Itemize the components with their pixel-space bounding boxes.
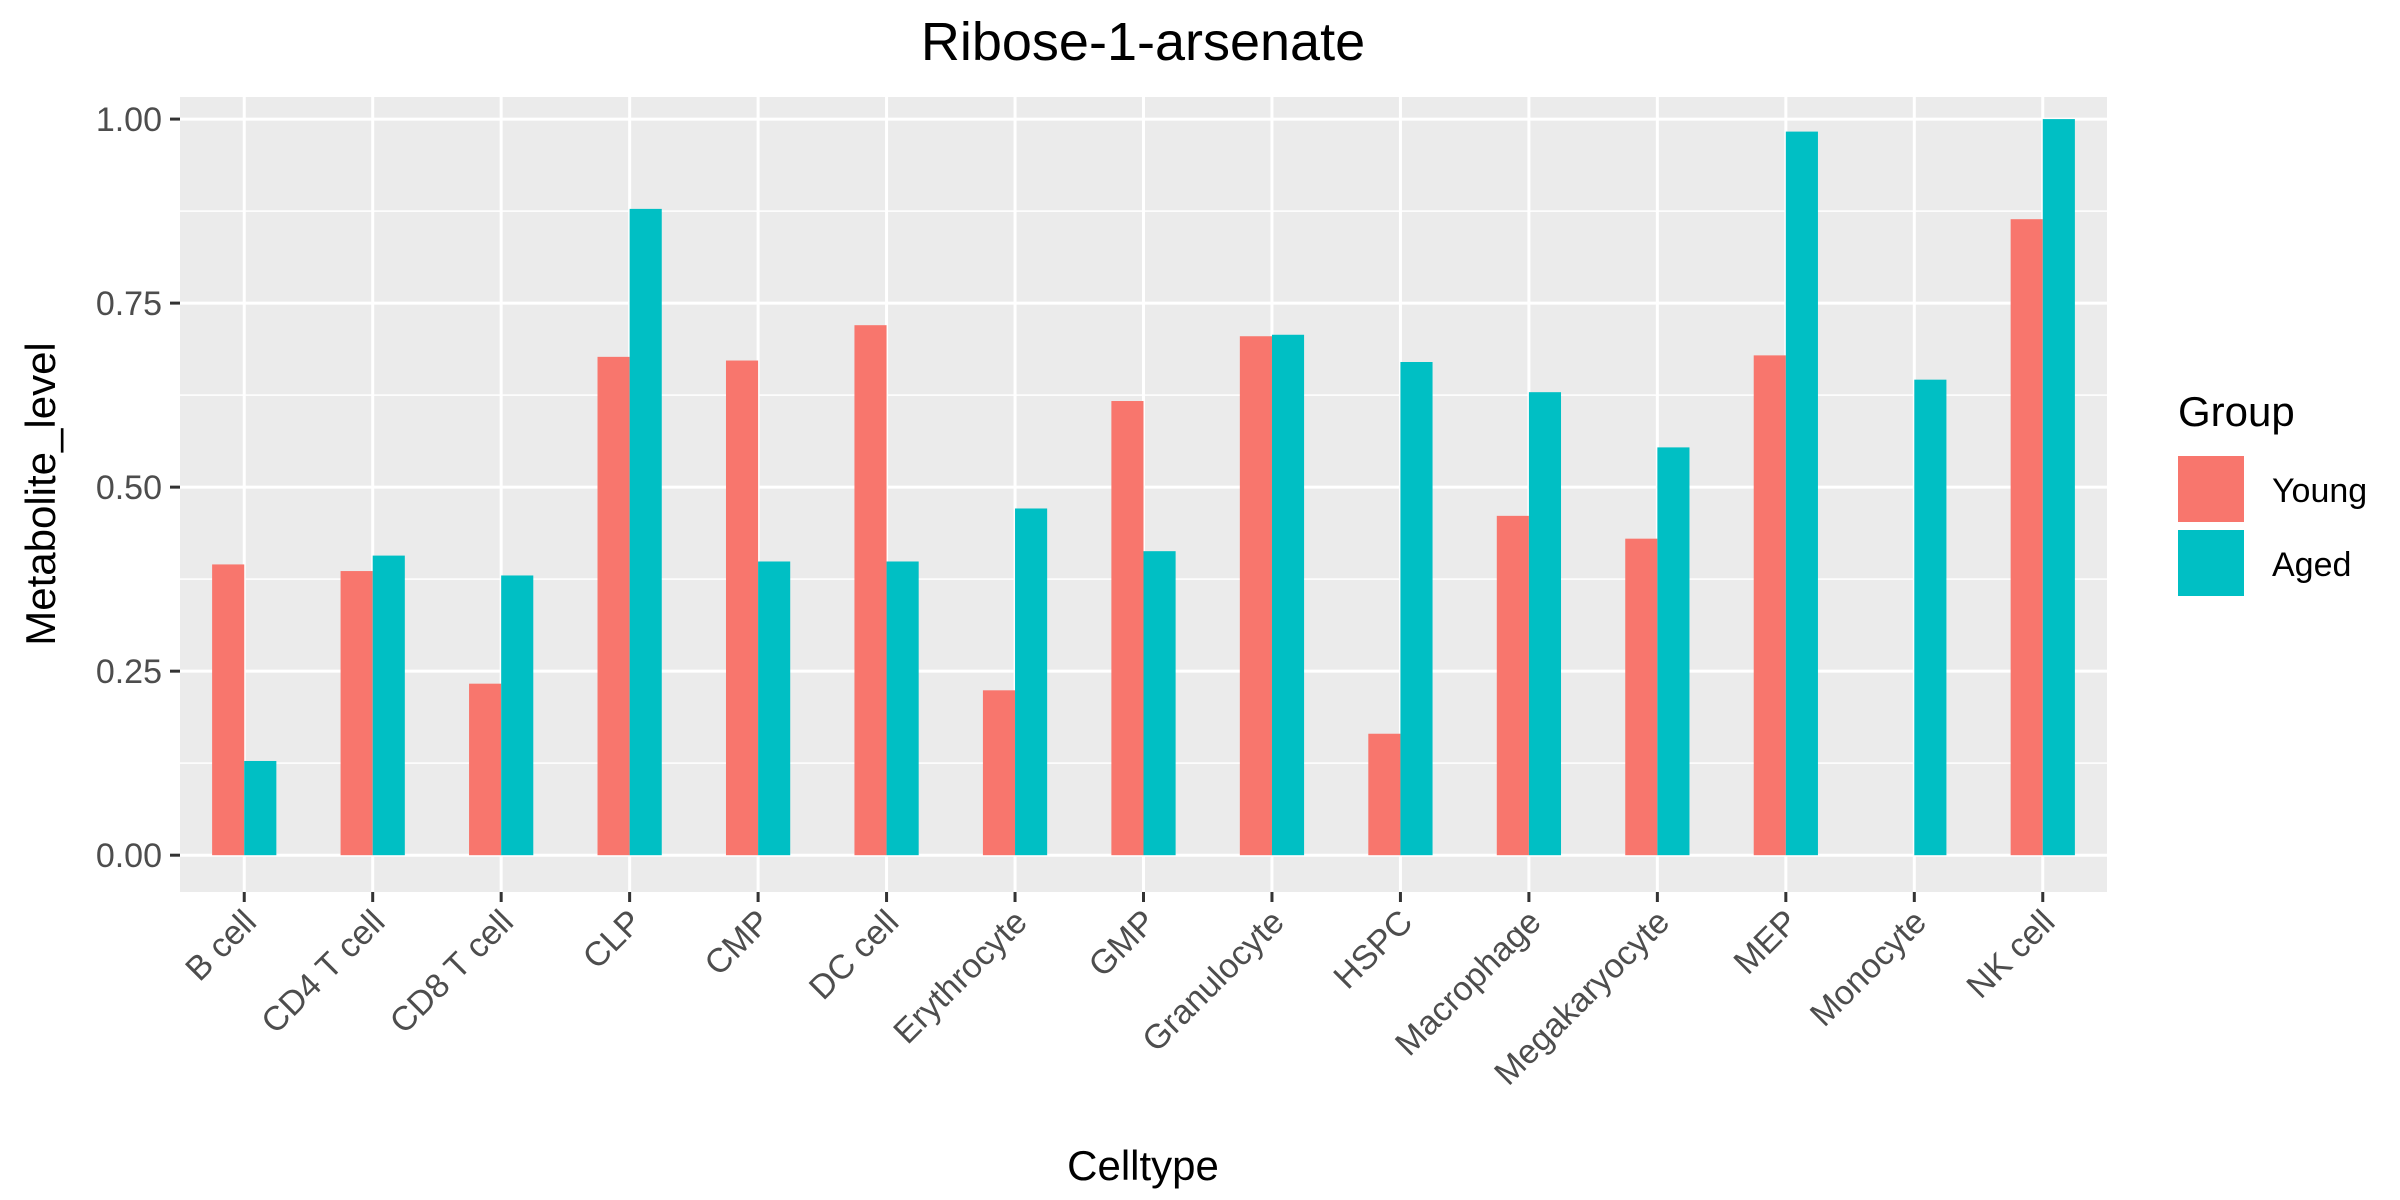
bar-young-cd4-t-cell <box>340 571 373 856</box>
bar-young-gmp <box>1111 401 1144 856</box>
bar-aged-cd8-t-cell <box>501 575 534 856</box>
x-tick-label: MEP <box>1727 903 1806 982</box>
y-axis-title: Metabolite_level <box>17 342 64 646</box>
y-tick-label: 0.25 <box>96 653 162 691</box>
bar-aged-hspc <box>1400 362 1433 856</box>
bar-aged-erythrocyte <box>1015 508 1048 856</box>
bar-aged-macrophage <box>1528 392 1562 856</box>
legend-label-young: Young <box>2272 472 2367 510</box>
bar-young-cd8-t-cell <box>469 683 502 856</box>
x-tick-label: Monocyte <box>1803 903 1934 1034</box>
bar-young-b-cell <box>212 564 245 856</box>
x-tick-label: CD8 T cell <box>383 903 521 1041</box>
bar-aged-nk-cell <box>2042 119 2075 856</box>
legend-title: Group <box>2178 388 2295 435</box>
bar-young-clp <box>597 356 630 856</box>
x-axis-title: Celltype <box>1067 1142 1219 1189</box>
bar-young-megakaryocyte <box>1625 538 1658 856</box>
bar-young-erythrocyte <box>982 690 1016 856</box>
bar-aged-gmp <box>1143 551 1176 856</box>
x-tick-label: B cell <box>178 903 264 989</box>
y-tick-label: 1.00 <box>96 101 162 139</box>
legend-label-aged: Aged <box>2272 546 2351 584</box>
x-tick-label: DC cell <box>802 903 906 1007</box>
bar-young-nk-cell <box>2010 219 2043 856</box>
legend-key-young <box>2178 456 2244 522</box>
bar-young-dc-cell <box>854 325 887 856</box>
bar-aged-dc-cell <box>886 561 919 856</box>
bar-aged-monocyte <box>1914 379 1947 856</box>
bar-young-hspc <box>1368 733 1401 856</box>
bar-young-mep <box>1753 355 1786 856</box>
y-tick-label: 0.50 <box>96 469 162 507</box>
bar-aged-cd4-t-cell <box>372 555 405 856</box>
legend: Group Young Aged <box>2178 388 2367 596</box>
bar-young-macrophage <box>1496 515 1529 856</box>
bar-aged-b-cell <box>244 760 277 856</box>
x-tick-label: Erythrocyte <box>886 903 1034 1051</box>
x-tick-label: HSPC <box>1326 903 1420 997</box>
x-tick-label: CLP <box>576 903 650 977</box>
bar-aged-cmp <box>758 561 791 856</box>
y-tick-label: 0.00 <box>96 837 162 875</box>
chart-title: Ribose-1-arsenate <box>921 12 1365 72</box>
bar-young-granulocyte <box>1239 336 1272 856</box>
y-tick-label: 0.75 <box>96 285 162 323</box>
x-tick-label: CD4 T cell <box>254 903 392 1041</box>
bars <box>212 119 2075 856</box>
x-tick-label: GMP <box>1082 903 1164 985</box>
x-tick-label: CMP <box>697 903 777 983</box>
bar-aged-mep <box>1785 131 1818 856</box>
bar-aged-megakaryocyte <box>1657 447 1690 856</box>
x-tick-label: NK cell <box>1959 903 2062 1006</box>
bar-young-cmp <box>725 360 759 856</box>
legend-key-aged <box>2178 530 2244 596</box>
bar-aged-clp <box>629 208 662 856</box>
bar-aged-granulocyte <box>1271 334 1305 856</box>
